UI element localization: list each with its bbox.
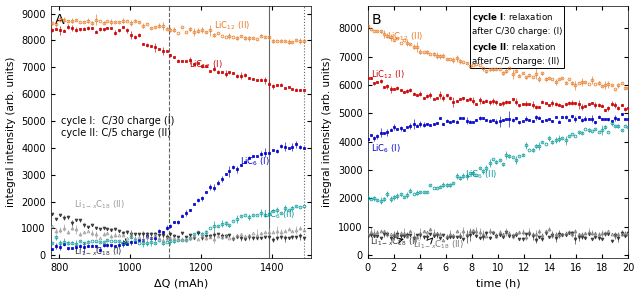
Text: Li$_{1-x}$C$_{18}$ (II): Li$_{1-x}$C$_{18}$ (II) xyxy=(413,238,464,251)
Text: Li$_{1-x}$C$_{18}$ (II): Li$_{1-x}$C$_{18}$ (II) xyxy=(74,198,124,211)
X-axis label: time (h): time (h) xyxy=(476,278,520,288)
Text: LiC$_{12}$ (I): LiC$_{12}$ (I) xyxy=(371,69,405,81)
Text: A: A xyxy=(54,13,64,27)
X-axis label: ΔQ (mAh): ΔQ (mAh) xyxy=(154,278,208,288)
Text: LiC$_{6}$ (I): LiC$_{6}$ (I) xyxy=(371,143,401,155)
Text: LiC$_{6}$ (I): LiC$_{6}$ (I) xyxy=(241,155,270,168)
Text: Li$_{1-x}$C$_{18}$ (I): Li$_{1-x}$C$_{18}$ (I) xyxy=(74,245,122,258)
Text: cycle I:  C/30 charge (I)
cycle II: C/5 charge (II): cycle I: C/30 charge (I) cycle II: C/5 c… xyxy=(61,116,175,138)
Y-axis label: integral intensity (arb. units): integral intensity (arb. units) xyxy=(6,57,15,207)
Text: $\bf{cycle\ I}$: relaxation
after C/30 charge: (I)
$\bf{cycle\ II}$: relaxation
: $\bf{cycle\ I}$: relaxation after C/30 c… xyxy=(472,11,562,66)
Text: B: B xyxy=(371,13,381,27)
Text: Li$_{1-x}$C$_{18}$ (I): Li$_{1-x}$C$_{18}$ (I) xyxy=(370,235,419,248)
Text: LiC$_{12}$ (I): LiC$_{12}$ (I) xyxy=(189,59,223,71)
Text: LiC$_{12}$ (II): LiC$_{12}$ (II) xyxy=(214,19,250,32)
Text: LiC$_{6}$ (II): LiC$_{6}$ (II) xyxy=(465,168,498,181)
Text: LiC$_{6}$ (II): LiC$_{6}$ (II) xyxy=(264,209,296,221)
Y-axis label: integral intensity (arb. units): integral intensity (arb. units) xyxy=(323,57,332,207)
Text: LiC$_{12}$ (II): LiC$_{12}$ (II) xyxy=(387,31,423,43)
